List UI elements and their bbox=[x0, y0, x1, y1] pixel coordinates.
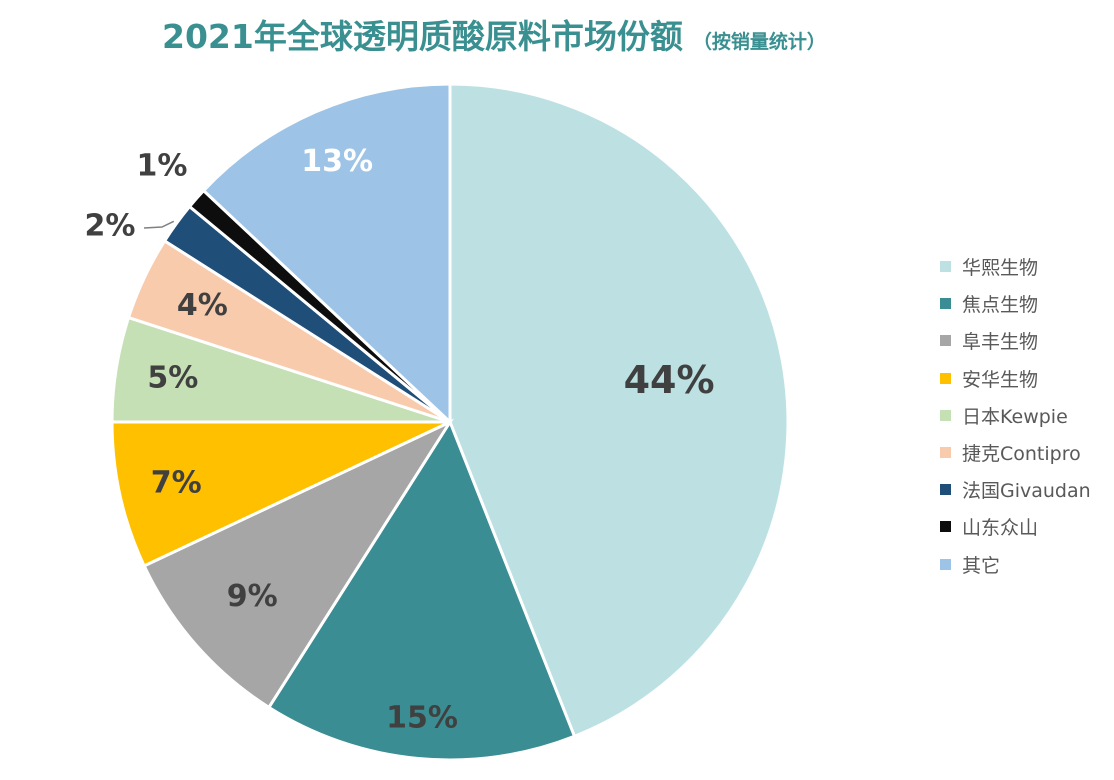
pie-slice-安华生物 bbox=[110, 420, 451, 568]
data-label-其它: 13% bbox=[301, 144, 373, 179]
data-label-捷克contipro: 4% bbox=[177, 288, 228, 323]
pie-slice-焦点生物 bbox=[266, 418, 577, 762]
pie-slice-其它 bbox=[201, 82, 452, 426]
legend-swatch bbox=[940, 261, 951, 273]
legend-item-华熙生物: 华熙生物 bbox=[940, 248, 1091, 285]
data-label-安华生物: 7% bbox=[151, 466, 202, 501]
legend-item-山东众山: 山东众山 bbox=[940, 508, 1091, 545]
legend-swatch bbox=[940, 521, 951, 533]
legend-label: 华熙生物 bbox=[962, 257, 1039, 280]
data-label-法国givaudan: 2% bbox=[85, 209, 136, 244]
legend-swatch bbox=[940, 298, 951, 310]
legend-label: 阜丰生物 bbox=[962, 331, 1039, 354]
legend-swatch bbox=[940, 372, 951, 384]
legend-swatch bbox=[940, 335, 951, 347]
legend-swatch bbox=[940, 558, 951, 570]
legend-label: 法国Givaudan bbox=[962, 480, 1091, 503]
leader-line-法国givaudan bbox=[143, 220, 175, 229]
legend-item-阜丰生物: 阜丰生物 bbox=[940, 322, 1091, 359]
data-label-山东众山: 1% bbox=[137, 149, 188, 184]
chart-title-main: 2021年全球透明质酸原料市场份额 bbox=[162, 17, 683, 56]
legend-label: 其它 bbox=[962, 554, 1001, 577]
legend-label: 捷克Contipro bbox=[962, 443, 1081, 466]
data-label-焦点生物: 15% bbox=[386, 701, 458, 736]
legend-label: 日本Kewpie bbox=[962, 405, 1068, 428]
legend-item-法国givaudan: 法国Givaudan bbox=[940, 471, 1091, 508]
legend-label: 安华生物 bbox=[962, 368, 1039, 391]
legend-swatch bbox=[940, 447, 951, 459]
legend-label: 山东众山 bbox=[962, 517, 1039, 540]
chart-legend: 华熙生物焦点生物阜丰生物安华生物日本Kewpie 捷克Contipro 法国Giva… bbox=[940, 248, 1091, 583]
legend-item-安华生物: 安华生物 bbox=[940, 360, 1091, 397]
legend-label: 焦点生物 bbox=[962, 294, 1039, 317]
chart-subtitle: （按销量统计） bbox=[692, 31, 826, 53]
legend-item-焦点生物: 焦点生物 bbox=[940, 285, 1091, 322]
pie-slice-阜丰生物 bbox=[142, 418, 455, 710]
data-label-日本kewpie: 5% bbox=[147, 361, 198, 396]
data-label-华熙生物: 44% bbox=[624, 358, 715, 402]
data-label-阜丰生物: 9% bbox=[227, 579, 278, 614]
legend-swatch bbox=[940, 409, 951, 421]
legend-item-日本kewpie: 日本Kewpie bbox=[940, 397, 1091, 434]
legend-item-捷克contipro: 捷克Contipro bbox=[940, 434, 1091, 471]
chart-title: 2021年全球透明质酸原料市场份额 （按销量统计） bbox=[162, 10, 826, 58]
pie-slice-华熙生物 bbox=[448, 82, 790, 739]
legend-item-其它: 其它 bbox=[940, 546, 1091, 583]
legend-swatch bbox=[940, 484, 951, 496]
